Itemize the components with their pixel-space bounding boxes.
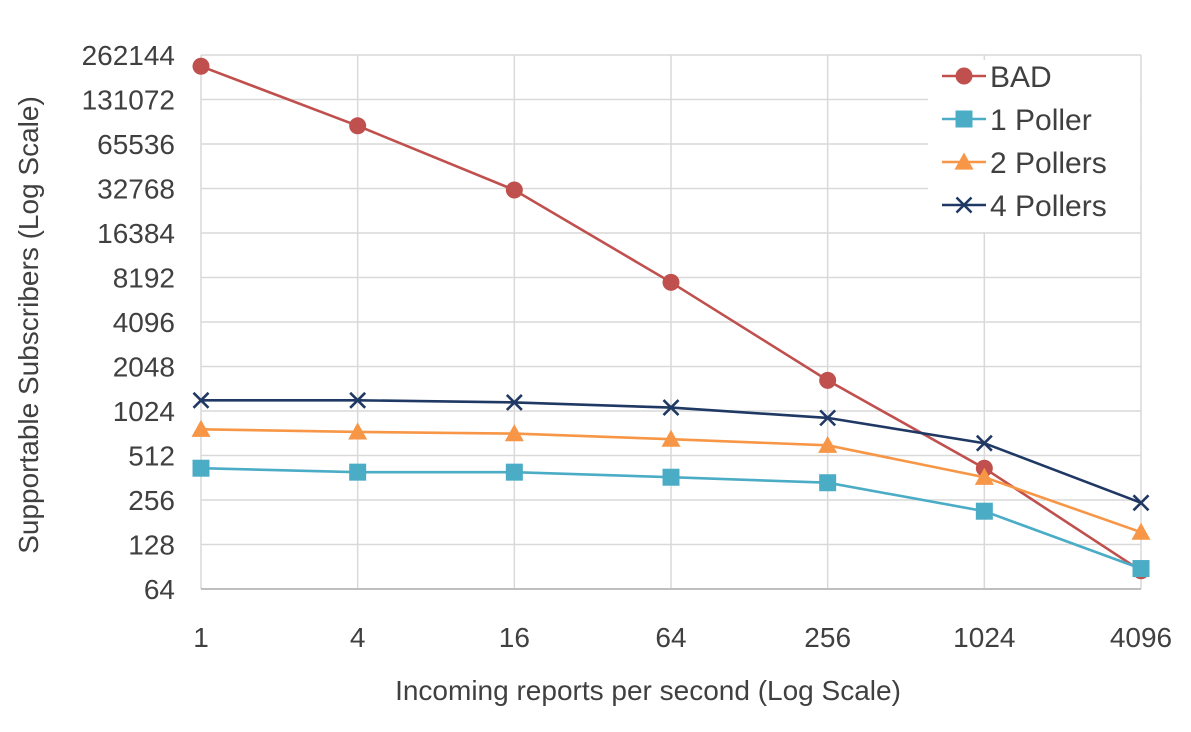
data-point-x <box>349 391 367 409</box>
series-triangle <box>191 419 1151 540</box>
series-square <box>192 459 1150 578</box>
data-point-triangle <box>348 422 368 440</box>
series-x <box>192 391 1150 512</box>
x-tick-label: 64 <box>655 622 686 653</box>
y-tick-label: 131072 <box>82 85 175 116</box>
data-point-triangle <box>191 419 211 437</box>
series-group <box>191 57 1151 580</box>
data-point-square <box>662 468 680 486</box>
legend-item: 2 Pollers <box>942 147 1107 180</box>
data-point-triangle <box>1131 522 1151 540</box>
x-tick-label: 4 <box>350 622 366 653</box>
y-tick-label: 32768 <box>97 174 175 205</box>
data-point-square <box>1132 560 1150 578</box>
y-tick-label: 512 <box>128 441 175 472</box>
data-point-x <box>505 394 523 411</box>
x-axis-title: Incoming reports per second (Log Scale) <box>395 675 901 706</box>
y-axis-title: Supportable Subscribers (Log Scale) <box>13 96 44 554</box>
legend: BAD 1 Poller 2 Pollers 4 Pollers <box>928 60 1140 232</box>
data-point-triangle <box>954 152 974 170</box>
data-point-circle <box>819 371 837 389</box>
x-tick-label: 1 <box>193 622 209 653</box>
data-point-circle <box>349 117 367 135</box>
legend-label: 4 Pollers <box>990 190 1107 223</box>
data-point-x <box>975 434 993 452</box>
y-tick-label: 2048 <box>113 352 175 383</box>
data-point-circle <box>505 181 523 199</box>
legend-label: BAD <box>990 61 1052 94</box>
x-tick-label: 256 <box>804 622 851 653</box>
data-point-x <box>819 409 837 427</box>
data-point-square <box>505 463 523 481</box>
y-tick-label: 4096 <box>113 307 175 338</box>
data-point-triangle <box>974 467 994 485</box>
y-tick-label: 8192 <box>113 263 175 294</box>
data-point-square <box>349 463 367 481</box>
y-tick-label: 65536 <box>97 129 175 160</box>
y-tick-label: 262144 <box>82 40 175 71</box>
x-tick-label: 16 <box>499 622 530 653</box>
data-point-circle <box>955 67 973 85</box>
y-tick-label: 128 <box>128 530 175 561</box>
y-tick-label: 16384 <box>97 218 175 249</box>
data-point-circle <box>192 57 210 75</box>
data-point-square <box>975 502 993 520</box>
x-tick-label: 1024 <box>953 622 1015 653</box>
data-point-circle <box>662 273 680 291</box>
data-point-triangle <box>504 424 524 442</box>
y-tick-label: 64 <box>144 574 175 605</box>
legend-item: BAD <box>942 61 1052 94</box>
y-tick-label: 256 <box>128 485 175 516</box>
y-tick-label: 1024 <box>113 396 175 427</box>
data-point-x <box>1132 494 1150 512</box>
data-point-square <box>819 474 837 492</box>
tick-labels: 64 128 256 512 1024 2048 4096 8192 16384 32768 655… <box>82 40 1173 653</box>
data-point-x <box>192 391 210 409</box>
legend-label: 2 Pollers <box>990 147 1107 180</box>
grid-lines <box>200 54 1142 589</box>
legend-item: 1 Poller <box>942 104 1092 137</box>
legend-item: 4 Pollers <box>942 190 1107 223</box>
x-tick-label: 4096 <box>1110 622 1172 653</box>
data-point-square <box>955 110 973 128</box>
data-point-triangle <box>818 435 838 453</box>
legend-label: 1 Poller <box>990 104 1092 137</box>
data-point-x <box>662 399 680 417</box>
data-point-square <box>192 459 210 477</box>
data-point-x <box>955 196 973 214</box>
data-point-triangle <box>661 429 681 447</box>
